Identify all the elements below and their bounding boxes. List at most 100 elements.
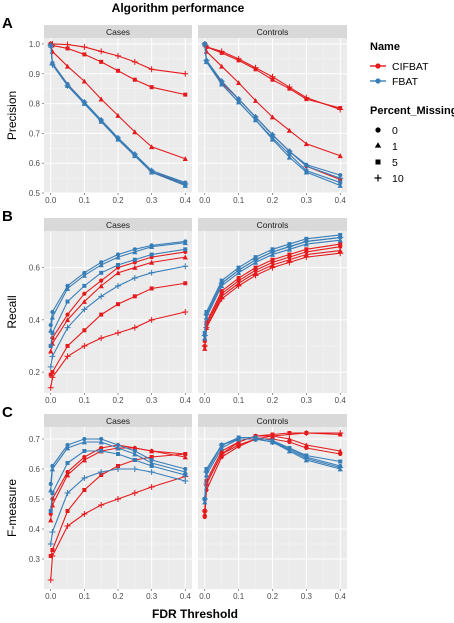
facet-controls: Controls 0.0 0.1 0.2 0.3 0.4 [198, 414, 347, 601]
data-point [304, 168, 309, 173]
data-point [81, 78, 87, 84]
data-point [115, 252, 121, 257]
x-tick-label: 0.3 [146, 196, 158, 205]
data-point [131, 490, 138, 496]
x-tick-label: 0.3 [146, 592, 158, 601]
data-point [115, 282, 121, 289]
x-tick-label: 0.4 [180, 396, 192, 405]
series-fbat-missing-10 [47, 263, 189, 370]
data-point [303, 94, 310, 101]
data-point [252, 436, 259, 442]
data-point [149, 464, 154, 468]
x-tick-label: 0.0 [199, 196, 211, 205]
data-point [182, 181, 189, 188]
data-point [64, 285, 71, 291]
data-point [115, 52, 121, 59]
data-point [116, 302, 120, 307]
data-point [65, 343, 70, 348]
data-point [49, 553, 56, 559]
data-point [149, 85, 154, 90]
square-shape-icon [375, 159, 381, 165]
legend-item-cifbat: CIFBAT [370, 61, 429, 73]
data-point [132, 257, 137, 262]
x-tick-label: 0.0 [45, 396, 57, 405]
data-point [64, 82, 71, 89]
facet-strip-label: Controls [257, 220, 289, 230]
data-point [65, 46, 70, 51]
data-point [252, 256, 259, 263]
x-tick-label: 0.2 [112, 592, 124, 601]
data-point [98, 116, 105, 123]
data-point [64, 472, 71, 478]
gridlines [44, 38, 192, 194]
data-point [131, 275, 138, 282]
data-point [81, 298, 87, 304]
data-point [235, 442, 242, 448]
data-point [132, 445, 138, 451]
data-point [149, 144, 155, 150]
y-tick-label: 0.6 [29, 159, 41, 168]
data-point [65, 299, 70, 304]
x-tick-label: 0.2 [267, 396, 279, 405]
data-point [49, 374, 56, 381]
y-tick-label: 0.2 [29, 368, 41, 377]
data-point [219, 289, 224, 294]
panels: A Precision Cases 0.5 0.6 0.7 0.8 0.9 1.0 0.0 0.1 0… [2, 15, 347, 601]
y-tick-label: 0.9 [29, 70, 41, 79]
data-point [50, 370, 55, 375]
data-point [303, 163, 310, 170]
data-point [235, 55, 242, 62]
data-point [81, 457, 87, 463]
data-point [98, 293, 105, 300]
data-point [132, 448, 137, 454]
gridlines [44, 231, 192, 393]
data-point [235, 267, 242, 274]
y-tick-label: 0.8 [29, 100, 41, 109]
data-point [337, 234, 344, 241]
data-point [116, 262, 120, 267]
data-point [236, 80, 242, 86]
data-point [337, 448, 343, 454]
y-axis-title: Recall [5, 295, 19, 328]
data-point [131, 324, 138, 331]
data-point [81, 272, 87, 278]
data-point [286, 154, 293, 160]
data-point [64, 523, 71, 529]
data-point [64, 490, 71, 496]
data-point [286, 148, 293, 155]
data-point [337, 250, 344, 257]
data-point [337, 464, 344, 471]
data-point [149, 244, 155, 250]
y-tick-label: 0.6 [29, 264, 41, 273]
x-axis-title: FDR Threshold [152, 607, 238, 621]
data-point [65, 312, 70, 317]
x-tick-label: 0.4 [180, 592, 192, 601]
data-point [203, 311, 210, 318]
data-point [47, 42, 54, 49]
data-point [98, 283, 104, 289]
data-point [286, 84, 293, 91]
data-point [49, 314, 56, 320]
data-point [149, 286, 154, 291]
data-point [50, 330, 55, 335]
series-fbat-missing-10 [47, 42, 189, 188]
data-point [337, 182, 343, 188]
data-point [131, 466, 138, 472]
legend-item-fbat: FBAT [370, 76, 419, 88]
facet-strip-label: Cases [106, 416, 130, 426]
data-point [132, 129, 138, 135]
data-point [64, 353, 71, 360]
data-point [65, 469, 70, 475]
data-point [218, 442, 225, 448]
data-point [82, 454, 87, 460]
data-point [269, 248, 276, 255]
data-point [49, 466, 56, 472]
y-tick-label: 0.7 [29, 435, 41, 444]
x-tick-label: 0.1 [79, 396, 91, 405]
data-point [99, 270, 104, 275]
data-point [286, 243, 293, 250]
data-point [269, 131, 276, 138]
data-point [303, 430, 310, 436]
